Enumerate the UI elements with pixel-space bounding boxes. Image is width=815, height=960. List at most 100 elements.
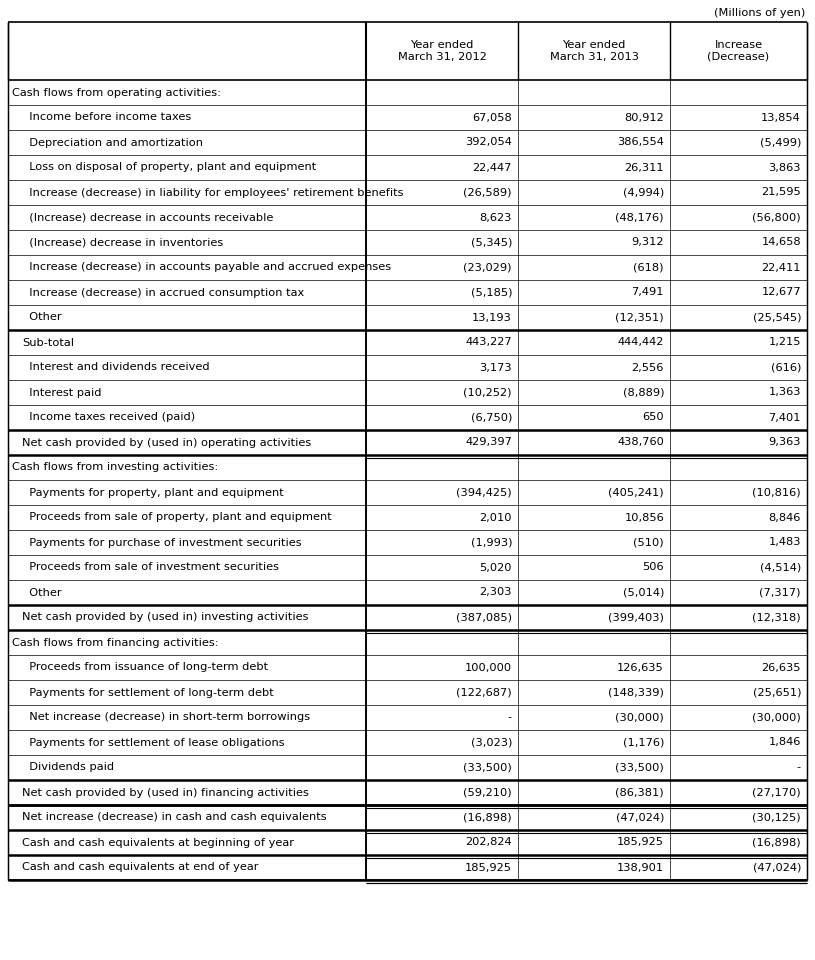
Text: (Increase) decrease in accounts receivable: (Increase) decrease in accounts receivab…	[22, 212, 273, 223]
Bar	[8, 830, 807, 855]
Bar	[8, 180, 807, 205]
Text: -: -	[508, 712, 512, 723]
Text: 9,363: 9,363	[769, 438, 801, 447]
Bar	[8, 105, 807, 130]
Text: 7,491: 7,491	[632, 287, 664, 298]
Text: (16,898): (16,898)	[752, 837, 801, 848]
Text: Net cash provided by (used in) operating activities: Net cash provided by (used in) operating…	[22, 438, 311, 447]
Text: (618): (618)	[633, 262, 664, 273]
Text: Increase (decrease) in accounts payable and accrued expenses: Increase (decrease) in accounts payable …	[22, 262, 391, 273]
Text: Payments for property, plant and equipment: Payments for property, plant and equipme…	[22, 488, 284, 497]
Text: 650: 650	[642, 413, 664, 422]
Text: 10,856: 10,856	[624, 513, 664, 522]
Text: 438,760: 438,760	[617, 438, 664, 447]
Bar	[8, 580, 807, 605]
Bar	[8, 655, 807, 680]
Bar	[8, 405, 807, 430]
Text: Dividends paid: Dividends paid	[22, 762, 114, 773]
Bar	[8, 80, 807, 105]
Bar	[8, 705, 807, 730]
Text: (47,024): (47,024)	[752, 862, 801, 873]
Text: 12,677: 12,677	[761, 287, 801, 298]
Text: 2,010: 2,010	[479, 513, 512, 522]
Text: 202,824: 202,824	[465, 837, 512, 848]
Text: Proceeds from sale of investment securities: Proceeds from sale of investment securit…	[22, 563, 279, 572]
Text: (86,381): (86,381)	[615, 787, 664, 798]
Text: (16,898): (16,898)	[464, 812, 512, 823]
Text: 185,925: 185,925	[617, 837, 664, 848]
Text: Increase (decrease) in liability for employees' retirement benefits: Increase (decrease) in liability for emp…	[22, 187, 403, 198]
Text: 5,020: 5,020	[479, 563, 512, 572]
Text: (10,252): (10,252)	[464, 388, 512, 397]
Text: (1,993): (1,993)	[470, 538, 512, 547]
Bar	[8, 230, 807, 255]
Text: (399,403): (399,403)	[608, 612, 664, 622]
Text: 429,397: 429,397	[465, 438, 512, 447]
Text: Income before income taxes: Income before income taxes	[22, 112, 192, 123]
Text: Income taxes received (paid): Income taxes received (paid)	[22, 413, 195, 422]
Bar	[8, 805, 807, 830]
Text: (30,000): (30,000)	[615, 712, 664, 723]
Text: 7,401: 7,401	[769, 413, 801, 422]
Text: (25,545): (25,545)	[752, 313, 801, 323]
Bar	[8, 555, 807, 580]
Text: (148,339): (148,339)	[608, 687, 664, 698]
Text: 13,193: 13,193	[472, 313, 512, 323]
Bar	[8, 630, 807, 655]
Bar	[8, 480, 807, 505]
Text: 1,363: 1,363	[769, 388, 801, 397]
Text: Depreciation and amortization: Depreciation and amortization	[22, 137, 203, 148]
Text: Proceeds from issuance of long-term debt: Proceeds from issuance of long-term debt	[22, 662, 268, 673]
Text: 22,447: 22,447	[473, 162, 512, 173]
Text: 2,303: 2,303	[479, 588, 512, 597]
Text: Year ended
March 31, 2013: Year ended March 31, 2013	[549, 40, 638, 61]
Text: 9,312: 9,312	[632, 237, 664, 248]
Bar	[8, 455, 807, 480]
Text: (Increase) decrease in inventories: (Increase) decrease in inventories	[22, 237, 223, 248]
Bar	[8, 155, 807, 180]
Text: Cash and cash equivalents at beginning of year: Cash and cash equivalents at beginning o…	[22, 837, 294, 848]
Text: -: -	[797, 762, 801, 773]
Bar	[8, 855, 807, 880]
Text: (30,125): (30,125)	[752, 812, 801, 823]
Text: 13,854: 13,854	[761, 112, 801, 123]
Bar	[8, 205, 807, 230]
Text: (33,500): (33,500)	[615, 762, 664, 773]
Text: (7,317): (7,317)	[760, 588, 801, 597]
Text: Net cash provided by (used in) investing activities: Net cash provided by (used in) investing…	[22, 612, 309, 622]
Text: Interest and dividends received: Interest and dividends received	[22, 363, 209, 372]
Bar	[8, 605, 807, 630]
Text: 100,000: 100,000	[465, 662, 512, 673]
Bar	[8, 430, 807, 455]
Bar	[8, 505, 807, 530]
Text: Cash flows from investing activities:: Cash flows from investing activities:	[12, 463, 218, 472]
Text: 506: 506	[642, 563, 664, 572]
Text: 444,442: 444,442	[618, 338, 664, 348]
Text: 138,901: 138,901	[617, 862, 664, 873]
Text: (5,185): (5,185)	[470, 287, 512, 298]
Text: (616): (616)	[771, 363, 801, 372]
Text: 8,846: 8,846	[769, 513, 801, 522]
Text: (387,085): (387,085)	[456, 612, 512, 622]
Text: Loss on disposal of property, plant and equipment: Loss on disposal of property, plant and …	[22, 162, 316, 173]
Text: (10,816): (10,816)	[752, 488, 801, 497]
Text: Proceeds from sale of property, plant and equipment: Proceeds from sale of property, plant an…	[22, 513, 332, 522]
Text: 392,054: 392,054	[465, 137, 512, 148]
Text: 8,623: 8,623	[479, 212, 512, 223]
Text: (25,651): (25,651)	[752, 687, 801, 698]
Bar	[8, 755, 807, 780]
Text: (405,241): (405,241)	[608, 488, 664, 497]
Text: (Millions of yen): (Millions of yen)	[714, 8, 805, 18]
Bar	[8, 255, 807, 280]
Text: (47,024): (47,024)	[615, 812, 664, 823]
Text: Other: Other	[22, 588, 62, 597]
Text: (6,750): (6,750)	[470, 413, 512, 422]
Text: (30,000): (30,000)	[752, 712, 801, 723]
Text: 185,925: 185,925	[465, 862, 512, 873]
Text: Cash flows from financing activities:: Cash flows from financing activities:	[12, 637, 218, 647]
Text: 26,311: 26,311	[624, 162, 664, 173]
Text: Cash flows from operating activities:: Cash flows from operating activities:	[12, 87, 221, 98]
Text: 2,556: 2,556	[632, 363, 664, 372]
Bar	[8, 280, 807, 305]
Text: Increase
(Decrease): Increase (Decrease)	[707, 40, 769, 61]
